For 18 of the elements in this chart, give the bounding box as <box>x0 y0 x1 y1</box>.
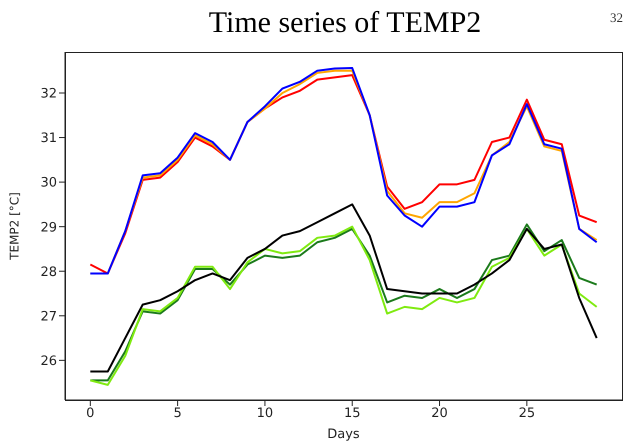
x-tick-label: 0 <box>86 406 94 422</box>
y-axis-title: TEMP2 [°C] <box>7 192 22 261</box>
x-tick-label: 5 <box>173 406 182 422</box>
y-tick-label: 28 <box>40 264 57 280</box>
y-tick-label: 30 <box>40 176 57 191</box>
x-tick-label: 25 <box>518 406 536 422</box>
x-tick-label: 20 <box>431 406 448 422</box>
chart-title: Time series of TEMP2 <box>208 6 482 39</box>
y-tick-label: 29 <box>40 220 57 236</box>
text: 32 <box>610 10 623 26</box>
y-tick-label: 26 <box>40 354 57 369</box>
x-tick-label: 15 <box>344 406 361 422</box>
x-axis-title: Days <box>327 427 360 442</box>
line-series <box>89 203 598 372</box>
y-tick-label: 32 <box>40 86 57 102</box>
x-tick-label: 10 <box>256 406 274 422</box>
y-tick-label: 27 <box>40 309 57 324</box>
y-tick-label: 31 <box>40 131 57 146</box>
